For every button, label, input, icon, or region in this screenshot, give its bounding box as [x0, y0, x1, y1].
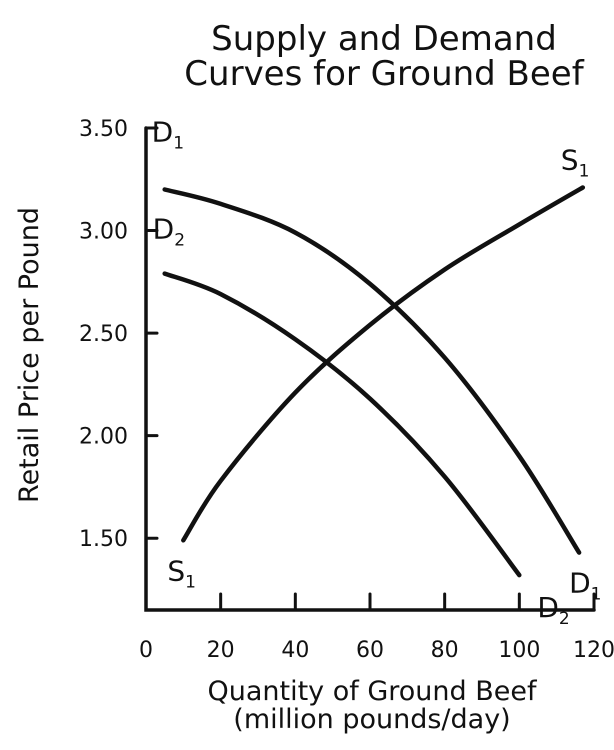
curve-label-d2-start: D2	[153, 213, 185, 251]
x-tick-label: 0	[139, 638, 153, 663]
curve-label-d1-end: D1	[569, 567, 601, 605]
chart-title-line-2: Curves for Ground Beef	[184, 54, 584, 94]
x-axis-title-line-2: (million pounds/day)	[233, 704, 510, 735]
x-axis-title-line-1: Quantity of Ground Beef	[207, 676, 538, 707]
x-tick-label: 60	[356, 638, 384, 663]
series-line-s1	[181, 185, 586, 543]
y-tick-label: 1.50	[79, 527, 128, 552]
y-tick-label: 2.50	[79, 322, 128, 347]
curve-label-s1-start: S1	[167, 554, 196, 592]
series-line-d1	[162, 187, 582, 555]
x-tick-label: 80	[431, 638, 459, 663]
chart-title-line-1: Supply and Demand	[211, 19, 557, 59]
curve-label-s1-end: S1	[561, 143, 590, 181]
series-line-d2	[162, 271, 522, 578]
chart-title: Supply and Demand Curves for Ground Beef	[184, 19, 584, 94]
x-tick-label: 20	[207, 638, 235, 663]
curve-label-d1-start: D1	[152, 116, 184, 154]
x-tick-label: 40	[281, 638, 309, 663]
curve-label-d2-end: D2	[537, 591, 569, 629]
y-tick-label: 2.00	[79, 425, 128, 450]
y-axis-title: Retail Price per Pound	[14, 207, 45, 503]
x-tick-label: 100	[498, 638, 540, 663]
y-tick-label: 3.50	[79, 117, 128, 142]
series-layer	[162, 185, 586, 578]
x-tick-label: 120	[573, 638, 614, 663]
x-axis-title: Quantity of Ground Beef (million pounds/…	[207, 676, 538, 735]
y-tick-label: 3.00	[79, 220, 128, 245]
axes: 1.50 2.00 2.50 3.00 3.50 0 20 40 60 80 100 120	[79, 117, 614, 663]
